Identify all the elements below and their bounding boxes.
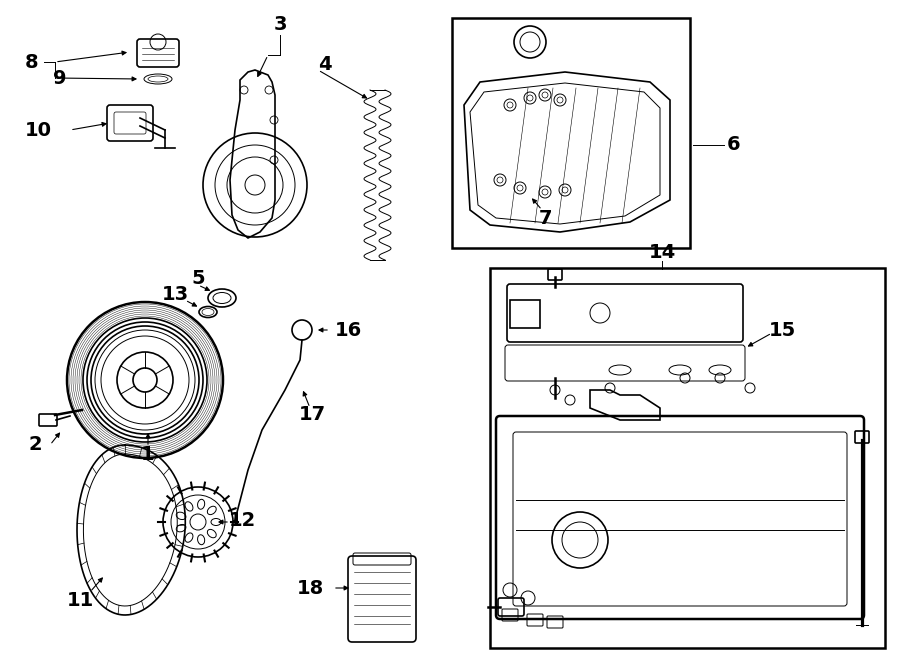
Text: 1: 1 (141, 446, 155, 465)
Bar (490, 268, 885, 648)
Text: 5: 5 (191, 268, 205, 288)
Text: 10: 10 (24, 120, 51, 139)
Bar (452, 18, 690, 248)
Text: 3: 3 (274, 15, 287, 34)
Bar (510, 300, 540, 328)
Bar (510, 300, 540, 328)
Text: 4: 4 (319, 56, 332, 75)
Text: 9: 9 (53, 69, 67, 87)
Text: 7: 7 (538, 208, 552, 227)
Text: 14: 14 (648, 243, 676, 262)
Text: 12: 12 (229, 510, 256, 529)
Text: 8: 8 (25, 52, 39, 71)
Text: 16: 16 (335, 321, 362, 340)
Text: 15: 15 (769, 321, 796, 340)
Text: 11: 11 (67, 590, 94, 609)
Text: 2: 2 (28, 436, 41, 455)
Text: 17: 17 (299, 405, 326, 424)
Text: 18: 18 (296, 578, 324, 598)
Text: 6: 6 (727, 136, 741, 155)
Text: 13: 13 (161, 286, 189, 305)
